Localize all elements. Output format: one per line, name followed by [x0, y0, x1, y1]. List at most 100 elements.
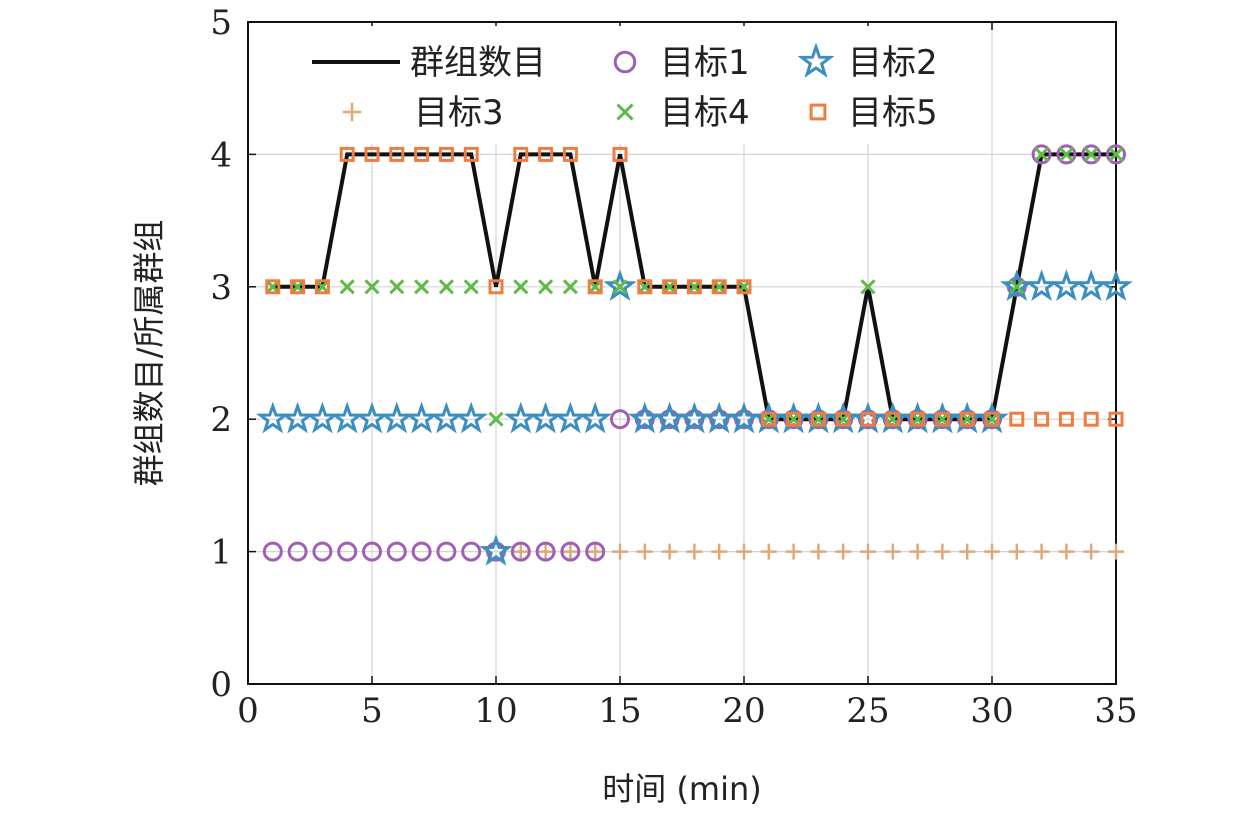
y-axis-label: 群组数目/所属群组	[130, 220, 168, 487]
point-square	[438, 146, 454, 162]
point-square	[612, 146, 628, 162]
x-tick-label: 35	[1094, 691, 1137, 731]
x-tick-label: 5	[361, 691, 383, 731]
point-square	[711, 279, 727, 295]
point-plus	[1058, 543, 1075, 560]
series-目标4	[265, 146, 1124, 427]
point-star	[628, 401, 662, 434]
point-x	[810, 411, 826, 427]
point-x	[616, 103, 634, 121]
legend-label: 目标2	[848, 43, 938, 83]
point-star	[797, 42, 835, 78]
point-plus	[636, 543, 653, 560]
point-x	[662, 279, 678, 295]
point-square	[786, 411, 802, 427]
series-目标2	[256, 269, 1133, 566]
point-x	[389, 279, 405, 295]
point-plus	[1083, 543, 1100, 560]
point-plus	[1008, 543, 1025, 560]
point-x	[1083, 146, 1099, 162]
point-x	[1009, 279, 1025, 295]
point-plus	[884, 543, 901, 560]
point-x	[1108, 146, 1124, 162]
point-star	[454, 401, 488, 434]
point-square	[339, 146, 355, 162]
point-x	[934, 411, 950, 427]
point-star	[256, 401, 290, 434]
point-plus	[984, 543, 1000, 560]
point-plus	[760, 543, 777, 560]
point-square	[984, 411, 1000, 427]
point-star	[727, 401, 761, 434]
legend-label: 目标1	[660, 43, 750, 83]
axis-ticks: 0 5 10 15 20 25 30 35 0 1 2 3 4 5	[210, 3, 1137, 731]
point-circle	[461, 541, 482, 562]
point-star	[429, 401, 464, 434]
legend-item-目标4: 目标4	[616, 93, 750, 133]
point-star	[479, 534, 513, 566]
point-plus	[612, 543, 628, 560]
point-circle	[362, 541, 382, 562]
x-tick-label: 20	[722, 691, 765, 731]
point-circle	[613, 50, 637, 74]
x-axis-label: 时间 (min)	[602, 770, 762, 808]
point-x	[513, 279, 529, 295]
y-tick-label: 1	[210, 533, 232, 573]
point-circle	[287, 541, 308, 562]
point-x	[414, 279, 430, 295]
point-square	[662, 279, 678, 295]
point-plus	[587, 543, 604, 560]
point-x	[1058, 146, 1074, 162]
point-x	[364, 279, 380, 295]
point-x	[612, 279, 628, 295]
legend-label: 目标3	[414, 93, 504, 133]
legend-label: 目标4	[660, 93, 750, 133]
point-square	[1058, 411, 1074, 427]
point-x	[637, 279, 653, 295]
x-tick-label: 15	[598, 691, 641, 731]
point-star	[652, 401, 687, 434]
point-x	[835, 411, 851, 427]
point-star	[330, 401, 364, 434]
point-plus	[909, 543, 926, 560]
point-square	[389, 146, 405, 162]
point-x	[339, 279, 355, 295]
point-plus	[711, 543, 728, 560]
point-plus	[785, 543, 802, 560]
point-star	[504, 401, 538, 434]
point-square	[959, 411, 975, 427]
point-x	[562, 279, 578, 295]
y-tick-label: 3	[210, 268, 232, 308]
legend-item-目标5: 目标5	[809, 93, 938, 133]
point-plus	[686, 543, 703, 560]
point-x	[686, 279, 702, 295]
point-square	[736, 279, 752, 295]
point-square	[265, 279, 281, 295]
point-circle	[585, 541, 606, 562]
point-x	[488, 411, 504, 427]
point-plus	[959, 543, 976, 560]
legend-item-目标3: 目标3	[342, 93, 504, 133]
point-circle	[386, 541, 407, 562]
point-star	[1099, 269, 1133, 302]
point-star	[355, 401, 389, 434]
point-square	[488, 279, 504, 295]
point-square	[290, 279, 306, 295]
legend-item-群组数目: 群组数目	[312, 43, 546, 83]
point-x	[761, 411, 777, 427]
x-tick-label: 0	[237, 691, 259, 731]
point-x	[314, 279, 330, 295]
point-square	[885, 411, 901, 427]
point-star	[305, 401, 340, 434]
point-plus	[342, 102, 362, 122]
y-tick-label: 0	[210, 665, 232, 705]
point-circle	[312, 541, 333, 562]
point-square	[810, 411, 826, 427]
point-star	[578, 401, 612, 434]
point-x	[786, 411, 802, 427]
point-circle	[411, 541, 432, 562]
point-x	[885, 411, 901, 427]
point-star	[1000, 269, 1034, 302]
point-circle	[436, 541, 457, 562]
